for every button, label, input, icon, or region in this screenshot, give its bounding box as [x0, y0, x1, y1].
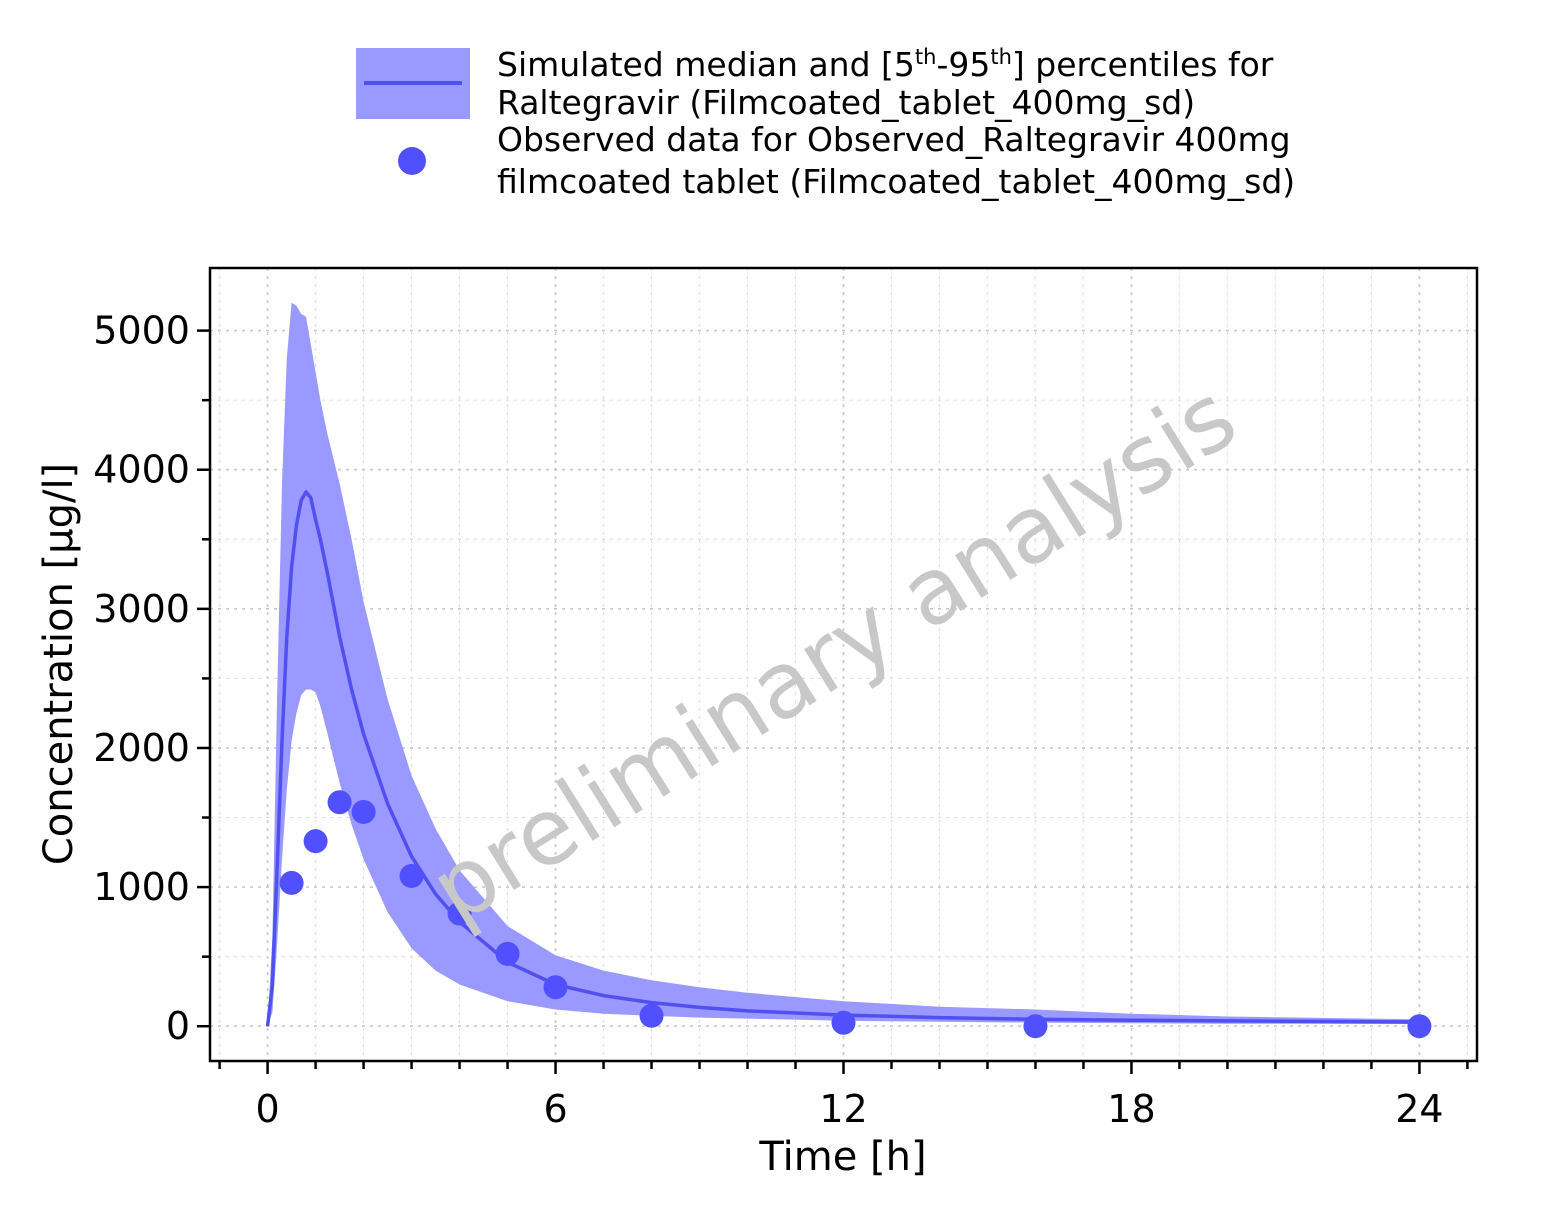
y-tick-label: 5000 [93, 309, 190, 353]
observed-point [399, 863, 424, 888]
observed-points-layer [279, 790, 1432, 1039]
legend-sim-part3: ] percentiles for [1012, 45, 1274, 84]
x-axis-label: Time [h] [758, 1134, 926, 1180]
observed-point [543, 975, 568, 1000]
y-axis-label: Concentration [µg/l] [36, 463, 82, 865]
legend-sim-part1: Simulated median and [5 [497, 45, 915, 84]
median-line-layer [265, 490, 1420, 1027]
legend-sim-part2: -95 [936, 45, 990, 84]
legend: Simulated median and [5th-95th] percenti… [356, 45, 1295, 201]
median-line [265, 490, 1420, 1027]
observed-point [327, 790, 352, 815]
legend-entry-observed-line1: Observed data for Observed_Raltegravir 4… [497, 120, 1291, 159]
axes-layer: 0 6 12 18 24 0 1000 2000 3000 4000 5000 [93, 309, 1469, 1131]
legend-point-swatch [398, 147, 426, 175]
x-tick-label: 6 [543, 1087, 567, 1131]
legend-sim-sup2: th [990, 45, 1012, 69]
legend-entry-observed-line2: filmcoated tablet (Filmcoated_tablet_400… [497, 162, 1295, 201]
y-tick-label: 2000 [93, 726, 190, 770]
y-tick-label: 1000 [93, 865, 190, 909]
observed-point [447, 901, 472, 926]
observed-point [303, 829, 328, 854]
y-tick-label: 0 [166, 1004, 190, 1048]
observed-point [639, 1003, 664, 1028]
x-tick-label: 0 [255, 1087, 279, 1131]
watermark: preliminary analysis [412, 363, 1254, 944]
legend-entry-simulated-line2: Raltegravir (Filmcoated_tablet_400mg_sd) [497, 83, 1195, 122]
y-tick-label: 3000 [93, 587, 190, 631]
legend-sim-sup1: th [915, 45, 937, 69]
y-tick-label: 4000 [93, 448, 190, 492]
x-tick-label: 18 [1107, 1087, 1155, 1131]
observed-point [495, 941, 520, 966]
legend-entry-simulated-line1: Simulated median and [5th-95th] percenti… [497, 45, 1274, 84]
observed-point [351, 799, 376, 824]
observed-point [1407, 1014, 1432, 1039]
observed-point [279, 870, 304, 895]
x-tick-label: 24 [1395, 1087, 1443, 1131]
observed-point [1023, 1014, 1048, 1039]
x-tick-label: 12 [819, 1087, 867, 1131]
observed-point [831, 1010, 856, 1035]
